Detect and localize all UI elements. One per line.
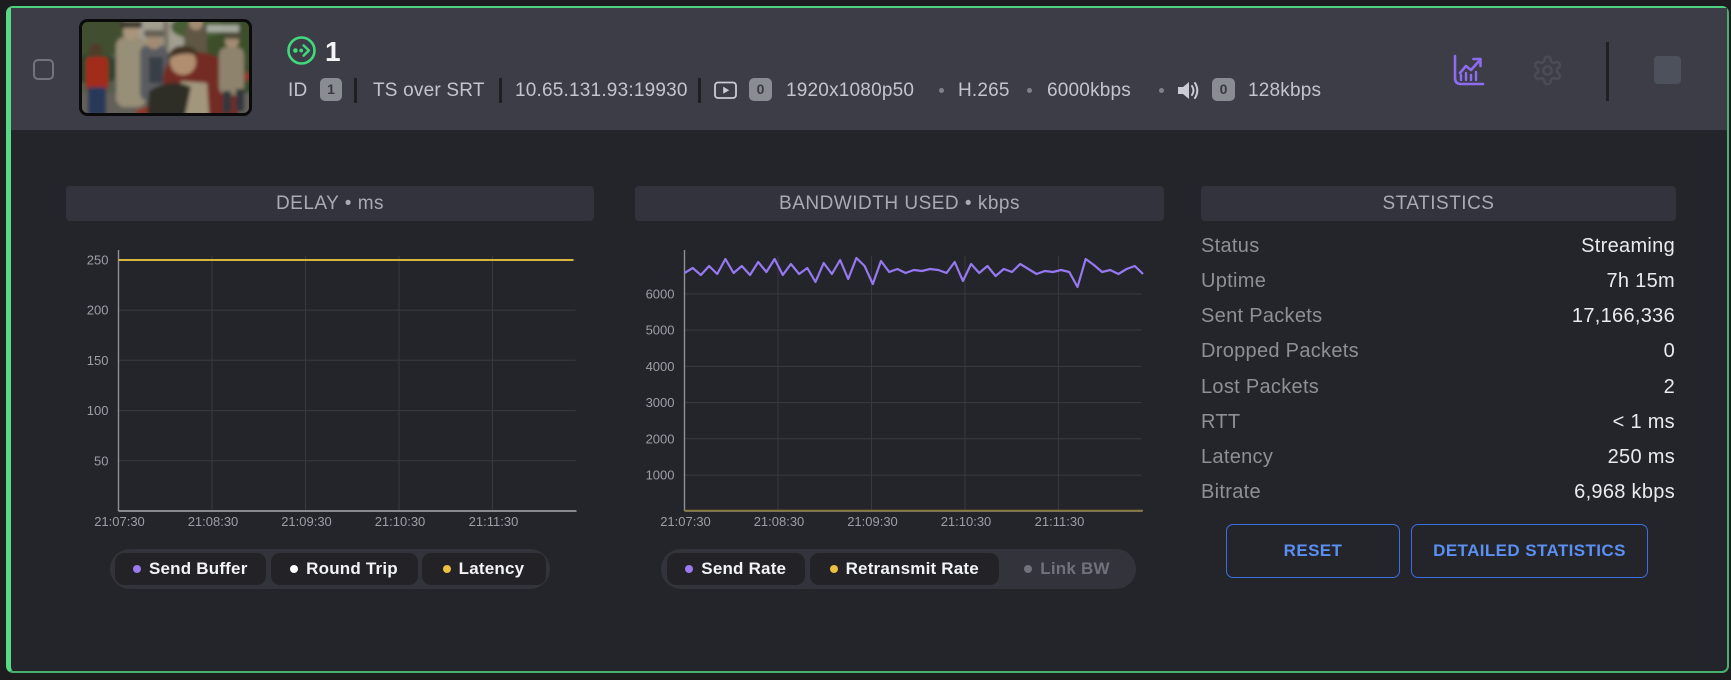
svg-text:150: 150 [87,353,109,368]
svg-text:21:09:30: 21:09:30 [281,514,332,529]
svg-text:6000: 6000 [646,286,675,301]
svg-text:21:09:30: 21:09:30 [847,514,898,529]
svg-text:1000: 1000 [646,468,675,483]
svg-text:4000: 4000 [646,359,675,374]
svg-text:21:11:30: 21:11:30 [1035,514,1085,529]
svg-text:5000: 5000 [646,323,675,338]
svg-text:200: 200 [87,303,109,318]
svg-text:21:07:30: 21:07:30 [94,514,145,529]
svg-text:21:07:30: 21:07:30 [660,514,711,529]
svg-text:250: 250 [87,252,109,267]
svg-text:50: 50 [94,453,108,468]
svg-text:21:08:30: 21:08:30 [188,514,239,529]
svg-text:21:11:30: 21:11:30 [469,514,519,529]
svg-text:21:10:30: 21:10:30 [941,514,992,529]
svg-text:21:08:30: 21:08:30 [754,514,805,529]
svg-text:100: 100 [87,403,109,418]
svg-text:3000: 3000 [646,395,675,410]
svg-text:2000: 2000 [646,431,675,446]
svg-text:21:10:30: 21:10:30 [375,514,426,529]
